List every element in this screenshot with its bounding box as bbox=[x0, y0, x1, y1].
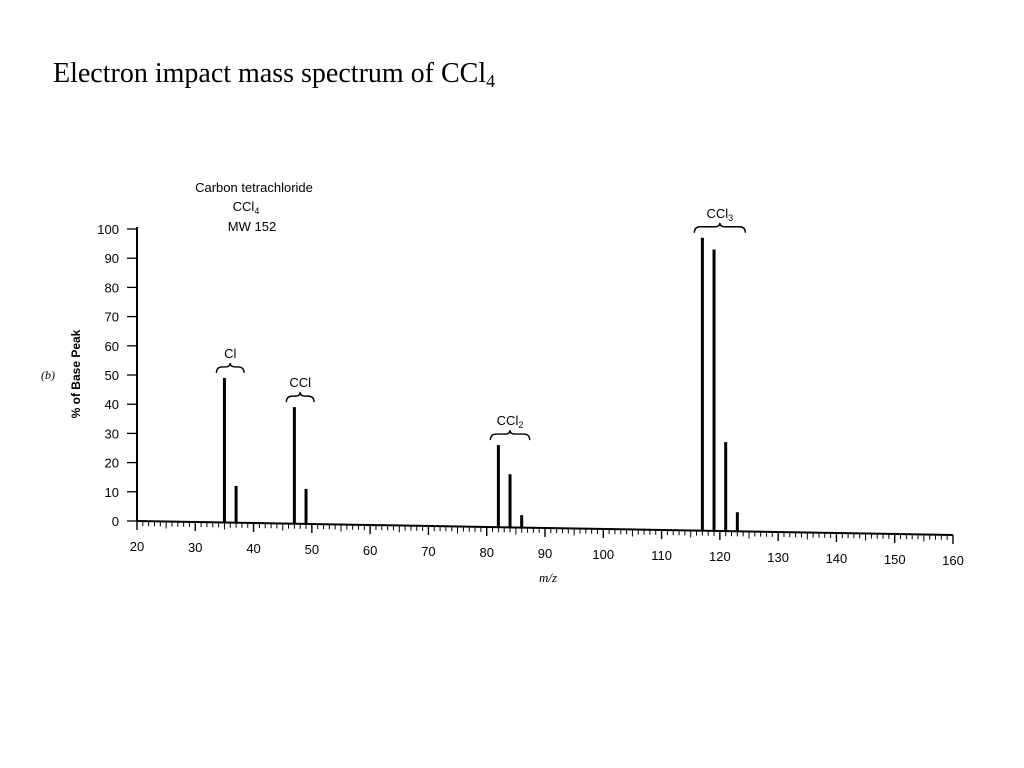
slide-title: Electron impact mass spectrum of CCl4 bbox=[53, 58, 495, 92]
x-tick-label: 120 bbox=[709, 549, 731, 564]
annotation-brace bbox=[215, 362, 245, 373]
y-tick-label: 10 bbox=[105, 485, 119, 500]
slide-title-main: Electron impact mass spectrum of CCl bbox=[53, 58, 487, 89]
annotation-label: CCl3 bbox=[707, 206, 734, 223]
x-tick-label: 110 bbox=[651, 548, 672, 563]
compound-name: Carbon tetrachloride bbox=[195, 180, 313, 195]
compound-formula-main: CCl bbox=[233, 199, 255, 214]
tick-marks: 0 10 20 30 40 50 60 70 80 90 100 20 30 40 50 60 70 80 90 10… bbox=[97, 222, 964, 568]
annotation-label: CCl bbox=[289, 375, 311, 390]
annotation-brace bbox=[285, 392, 315, 403]
x-tick-label: 20 bbox=[130, 539, 144, 554]
x-tick-label: 50 bbox=[305, 542, 319, 557]
y-tick-label: 0 bbox=[112, 514, 119, 529]
x-tick-label: 60 bbox=[363, 543, 377, 558]
x-tick-label: 40 bbox=[246, 541, 260, 556]
compound-mw: MW 152 bbox=[228, 219, 276, 234]
y-tick-label: 70 bbox=[105, 310, 119, 325]
x-tick-label: 130 bbox=[767, 550, 789, 565]
y-tick-label: 50 bbox=[105, 368, 119, 383]
annotation-label: CCl2 bbox=[497, 413, 524, 430]
annotation-brace bbox=[489, 430, 531, 441]
annotation-label: Cl bbox=[224, 346, 236, 361]
panel-label: (b) bbox=[41, 368, 55, 382]
y-tick-label: 90 bbox=[105, 251, 119, 266]
y-tick-label: 30 bbox=[105, 426, 119, 441]
x-axis-label: m/z bbox=[539, 570, 557, 585]
x-tick-label: 140 bbox=[826, 551, 848, 566]
x-tick-label: 150 bbox=[884, 552, 906, 567]
y-tick-label: 100 bbox=[97, 222, 119, 237]
y-tick-label: 20 bbox=[105, 456, 119, 471]
y-axis-label: % of Base Peak bbox=[69, 329, 83, 418]
y-tick-label: 40 bbox=[105, 397, 119, 412]
chart-compound-header: Carbon tetrachloride CCl4 MW 152 bbox=[195, 180, 313, 234]
x-tick-label: 80 bbox=[479, 545, 493, 560]
compound-formula-subscript: 4 bbox=[254, 206, 259, 216]
peaks bbox=[222, 237, 739, 532]
x-tick-label: 90 bbox=[538, 546, 552, 561]
x-tick-label: 70 bbox=[421, 544, 435, 559]
slide-title-subscript: 4 bbox=[486, 71, 496, 91]
y-tick-label: 80 bbox=[105, 280, 119, 295]
y-tick-label: 60 bbox=[105, 339, 119, 354]
axes bbox=[136, 227, 954, 536]
x-tick-label: 160 bbox=[942, 553, 964, 568]
compound-formula: CCl4 bbox=[233, 199, 260, 216]
x-tick-label: 100 bbox=[592, 547, 614, 562]
annotation-brace bbox=[693, 222, 747, 233]
peak-annotations: Cl CCl CCl2 CCl3 bbox=[215, 206, 747, 441]
x-tick-label: 30 bbox=[188, 540, 202, 555]
